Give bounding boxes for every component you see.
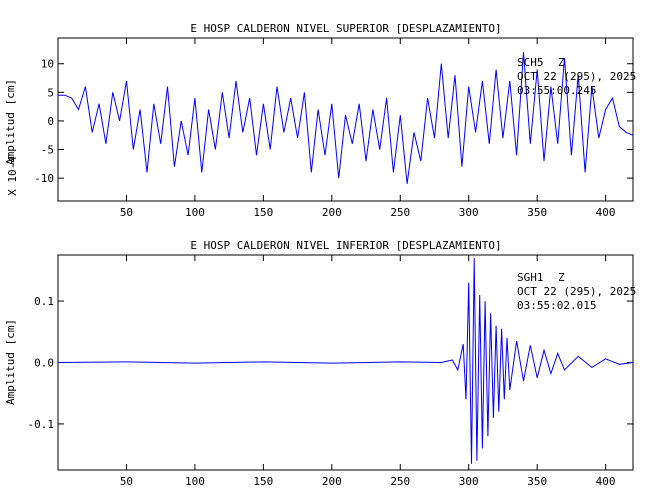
waveform-line — [57, 258, 634, 464]
x-tick-label: 400 — [596, 475, 616, 488]
event-time: 03:55:02.015 — [517, 299, 596, 312]
chart-title: E HOSP CALDERON NIVEL INFERIOR [DESPLAZA… — [190, 239, 501, 252]
x-axis: 50 100 150 200 250 300 350 400 — [120, 255, 616, 488]
y-axis-label: Amplitud [cm] — [4, 79, 17, 165]
panel-lower: E HOSP CALDERON NIVEL INFERIOR [DESPLAZA… — [4, 239, 636, 488]
y-axis: 0.1 0.0 -0.1 — [28, 295, 633, 431]
waveform-line — [58, 52, 634, 184]
y-axis: 10 5 0 -5 -10 — [34, 58, 633, 185]
station-code: SGH1 — [517, 271, 544, 284]
event-time: 03:55:00.245 — [517, 84, 596, 97]
x-tick-label: 300 — [459, 475, 479, 488]
x-tick-label: 100 — [185, 206, 205, 219]
x-axis: 50 100 150 200 250 300 350 400 — [120, 38, 616, 219]
y-tick-label: -0.1 — [28, 418, 55, 431]
panel-upper: E HOSP CALDERON NIVEL SUPERIOR [DESPLAZA… — [4, 22, 636, 219]
x-tick-label: 100 — [185, 475, 205, 488]
x-tick-label: 350 — [527, 206, 547, 219]
y-scale-label: X 10-4 — [6, 156, 19, 196]
x-tick-label: 200 — [322, 206, 342, 219]
chart-title: E HOSP CALDERON NIVEL SUPERIOR [DESPLAZA… — [190, 22, 501, 35]
y-tick-label: -10 — [34, 172, 54, 185]
x-tick-label: 250 — [390, 475, 410, 488]
component-label: Z — [558, 56, 565, 69]
y-tick-label: 0.0 — [34, 357, 54, 370]
plot-frame — [57, 37, 634, 202]
y-tick-label: 10 — [41, 58, 54, 71]
event-date: OCT 22 (295), 2025 — [517, 70, 636, 83]
x-tick-label: 150 — [253, 475, 273, 488]
y-tick-label: -5 — [41, 144, 54, 157]
event-date: OCT 22 (295), 2025 — [517, 285, 636, 298]
x-tick-label: 300 — [459, 206, 479, 219]
y-tick-label: 0 — [47, 115, 54, 128]
x-tick-label: 350 — [527, 475, 547, 488]
x-tick-label: 400 — [596, 206, 616, 219]
y-axis-label: Amplitud [cm] — [4, 319, 17, 405]
x-tick-label: 200 — [322, 475, 342, 488]
y-tick-label: 0.1 — [34, 295, 54, 308]
annotation: SCH5 Z OCT 22 (295), 2025 03:55:00.245 — [517, 56, 636, 97]
x-tick-label: 50 — [120, 206, 133, 219]
component-label: Z — [558, 271, 565, 284]
x-tick-label: 250 — [390, 206, 410, 219]
annotation: SGH1 Z OCT 22 (295), 2025 03:55:02.015 — [517, 271, 636, 312]
station-code: SCH5 — [517, 56, 544, 69]
x-tick-label: 150 — [253, 206, 273, 219]
y-tick-label: 5 — [47, 86, 54, 99]
x-tick-label: 50 — [120, 475, 133, 488]
